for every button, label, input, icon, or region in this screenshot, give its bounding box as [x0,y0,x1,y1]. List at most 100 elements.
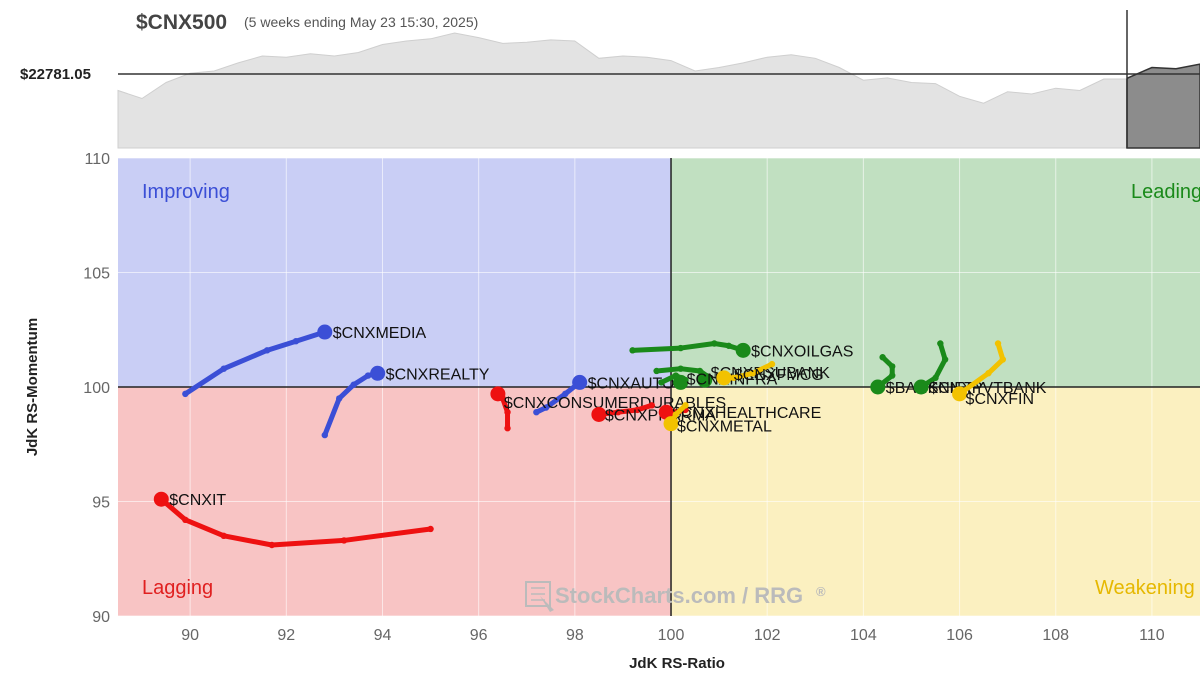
series-point [696,367,704,375]
series-head-point [572,374,588,390]
series-label: $CNXMEDIA [333,325,427,342]
series-point [658,379,665,386]
series-tail [533,379,583,415]
series-point [263,347,271,354]
series-cnxit: $CNXIT [153,491,434,549]
series-point [533,408,540,416]
series-cnxrealty: $CNXREALTY [321,365,490,439]
series-point [711,340,718,347]
series-head-point [952,386,968,402]
series-tail [596,402,655,417]
series-point [768,360,776,368]
series-cnxmetal: $CNXMETAL [663,402,772,436]
series-label: $CNXOILGAS [751,343,853,360]
series-point [340,537,348,544]
series-point [985,370,992,377]
watermark-registered-mark: ® [816,584,826,599]
series-label: $CNXREALTY [386,366,490,383]
series-head-point [591,406,607,422]
series-point [677,365,684,372]
series-head-point [697,372,713,388]
chart-symbol: $CNX500 [136,11,227,34]
price-mini-chart: $22781.05 [20,10,1200,149]
series-point [504,408,511,416]
y-axis-title: JdK RS-Momentum [24,318,41,456]
series-layer: $CNXMEDIA $CNXREALTY $CNXAUTO $CNXOILGAS $CN… [153,324,1047,549]
series-point [292,338,300,345]
series-label: $CNXMETAL [677,419,772,436]
watermark: StockCharts.com / RRG ® [525,581,826,612]
y-tick-label: 110 [84,151,110,168]
watermark-text: StockCharts.com / RRG [555,583,803,608]
series-point [879,354,886,361]
series-point [614,408,622,416]
series-tail [158,496,434,548]
series-point [677,344,684,352]
series-label: $CNXIT [169,492,226,509]
x-tick-label: 96 [470,627,488,644]
series-point [941,356,949,363]
x-tick-label: 94 [374,627,392,644]
series-point [653,367,660,375]
series-head-point [716,370,732,386]
series-label: $CNXFIN [966,391,1034,408]
series-point [634,406,641,414]
series-point [730,374,737,382]
series-head-point [490,386,506,402]
series-point [932,374,939,382]
stockcharts-logo-icon [525,581,554,612]
series-point [672,411,680,418]
chart-subtitle: (5 weeks ending May 23 15:30, 2025) [244,14,478,30]
series-point [629,347,636,354]
x-axis-title: JdK RS-Ratio [629,655,725,672]
axis-ticks: 90 92 94 96 98 100 102 104 106 108 110 90 95 100 105 11… [83,151,1164,644]
quadrant-label-lagging: Lagging [142,577,213,599]
series-tail [918,340,948,390]
series-head-point [913,379,929,395]
series-head-point [370,365,386,381]
series-cnxoilgas: $CNXOILGAS [629,340,853,360]
series-tail [957,340,1006,397]
y-tick-label: 100 [83,380,110,397]
series-point [427,525,434,533]
series-point [999,356,1007,363]
series-head-point [673,374,689,390]
series-head-point [735,342,751,358]
quadrant-labels: Improving Leading Lagging Weakening [142,181,1200,599]
series-point [889,372,896,379]
series-cnxfin: $CNXFIN [952,340,1034,408]
series-point [994,340,1002,347]
series-cnxmedia: $CNXMEDIA [182,324,427,398]
price-label: $22781.05 [20,66,91,83]
series-point [749,370,756,377]
series-label: $CNXFMCG [734,367,824,384]
y-tick-label: 90 [92,609,110,626]
price-tail-area [1126,63,1200,149]
series-point [336,395,343,402]
series-head-point [153,491,169,507]
x-tick-label: 90 [181,627,199,644]
series-point [220,532,227,540]
series-point [364,372,372,379]
x-tick-label: 92 [277,627,295,644]
series-head-point [870,379,886,395]
series-point [504,425,511,432]
quadrant-label-leading: Leading [1131,181,1200,203]
series-point [182,390,189,398]
quadrant-label-improving: Improving [142,181,230,203]
series-point [648,402,655,409]
series-point [321,431,328,439]
series-head-point [658,404,674,420]
price-area [117,32,1128,149]
y-tick-label: 95 [92,495,110,512]
series-cnxfmcg: $CNXFMCG [716,360,824,386]
series-point [725,342,732,349]
grid [118,157,1200,617]
series-label: $CNXAUTO [588,375,675,392]
x-tick-label: 98 [566,627,584,644]
x-tick-label: 106 [946,627,973,644]
y-tick-label: 105 [83,266,110,283]
series-point [562,390,569,398]
series-point [682,402,689,409]
